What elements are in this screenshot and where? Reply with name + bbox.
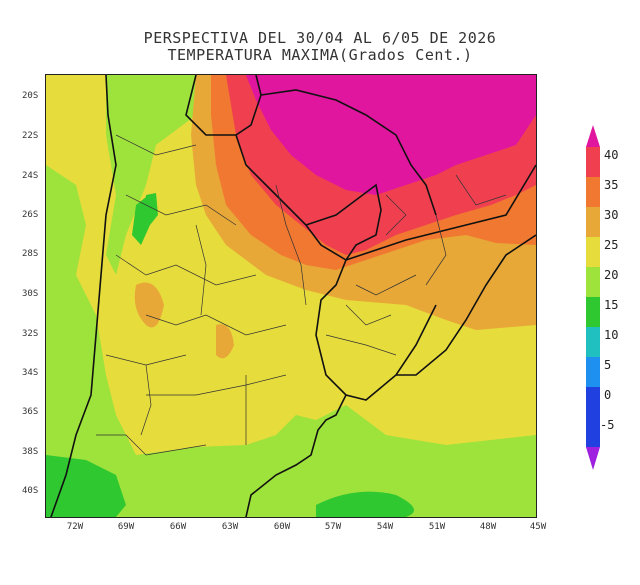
colorbar-segment: [586, 237, 600, 267]
lat-label: 36S: [22, 407, 39, 417]
province-borders: [96, 134, 507, 456]
colorbar-bottom-arrow: [586, 447, 600, 470]
colorbar-segment: [586, 327, 600, 357]
lon-label: 63W: [221, 522, 239, 532]
title-line-2: TEMPERATURA MAXIMA(Grados Cent.): [167, 46, 473, 64]
lon-label: 66W: [169, 522, 187, 532]
colorbar-label: 30: [604, 208, 619, 222]
lat-label: 38S: [22, 447, 39, 457]
zone-above-40: [246, 75, 536, 195]
lat-label: 26S: [22, 210, 39, 220]
lat-label: 28S: [22, 249, 39, 259]
zone-15-20-north: [106, 75, 206, 275]
colorbar-label: 35: [604, 178, 619, 192]
colorbar-label: 20: [604, 268, 619, 282]
lat-label: 22S: [22, 131, 39, 141]
colorbar-label: 0: [604, 388, 612, 402]
colorbar-label: 10: [604, 328, 619, 342]
zone-10-15-c: [46, 455, 126, 517]
zone-25-30-west: [134, 282, 164, 328]
colorbar-segment: [586, 417, 600, 447]
zone-10-15-b: [132, 197, 150, 245]
lat-label: 40S: [22, 486, 39, 496]
lat-label: 34S: [22, 368, 39, 378]
colorbar-segment: [586, 357, 600, 387]
lat-label: 24S: [22, 171, 39, 181]
lon-label: 60W: [273, 522, 291, 532]
lat-label: 20S: [22, 91, 39, 101]
lon-label: 48W: [479, 522, 497, 532]
colorbar-label: 5: [604, 358, 612, 372]
lon-label: 54W: [376, 522, 394, 532]
lat-label: 32S: [22, 329, 39, 339]
colorbar-segment: [586, 177, 600, 207]
colorbar-label: -5: [600, 418, 615, 432]
lon-label: 51W: [428, 522, 446, 532]
lon-label: 69W: [117, 522, 135, 532]
lon-label: 72W: [66, 522, 84, 532]
colorbar-segment: [586, 297, 600, 327]
colorbar-top-arrow: [586, 125, 600, 147]
colorbar-label: 40: [604, 148, 619, 162]
lon-label: 45W: [529, 522, 547, 532]
zone-25-30-mid: [216, 324, 234, 359]
lat-label: 30S: [22, 289, 39, 299]
map-canvas: [46, 75, 536, 517]
colorbar: [586, 125, 600, 470]
lon-label: 57W: [324, 522, 342, 532]
map-title: PERSPECTIVA DEL 30/04 AL 6/05 DE 2026 TE…: [0, 30, 640, 64]
colorbar-segment: [586, 267, 600, 297]
temperature-map: [45, 74, 537, 518]
colorbar-label: 15: [604, 298, 619, 312]
colorbar-label: 25: [604, 238, 619, 252]
colorbar-segment: [586, 387, 600, 417]
country-borders: [50, 75, 536, 517]
title-line-1: PERSPECTIVA DEL 30/04 AL 6/05 DE 2026: [143, 29, 497, 47]
colorbar-segment: [586, 147, 600, 177]
zone-10-15-d: [316, 491, 414, 517]
colorbar-segment: [586, 207, 600, 237]
